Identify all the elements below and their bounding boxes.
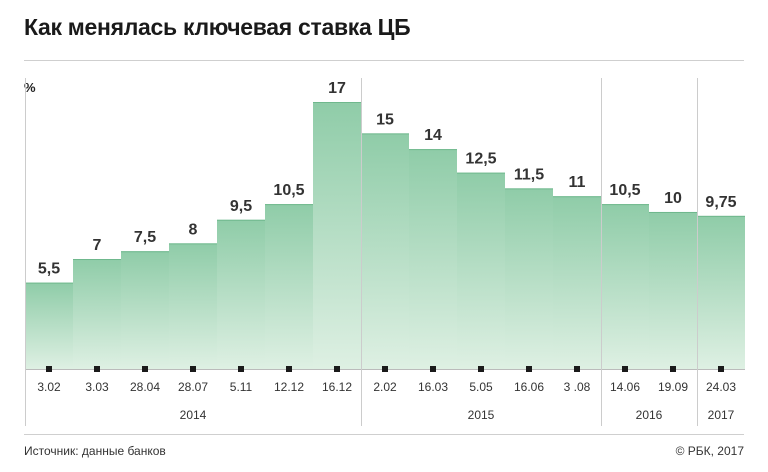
marker-24.03 <box>718 366 724 372</box>
marker-3.03 <box>94 366 100 372</box>
bar-3.03 <box>73 259 121 369</box>
bar-16.06 <box>505 188 553 369</box>
value-label-16.03: 14 <box>424 127 442 144</box>
bar-24.03 <box>697 215 745 369</box>
bar-3.02 <box>25 282 73 369</box>
tick-label-19.09: 19.09 <box>658 380 688 394</box>
tick-label-3.03: 3.03 <box>85 380 109 394</box>
value-label-14.06: 10,5 <box>609 182 640 199</box>
tick-label-16.03: 16.03 <box>418 380 448 394</box>
value-label-16.06: 11,5 <box>514 166 544 183</box>
year-label-2015: 2015 <box>468 408 495 422</box>
source-note: Источник: данные банков <box>24 444 166 458</box>
tick-label-16.12: 16.12 <box>322 380 352 394</box>
bars-layer <box>25 102 745 369</box>
value-label-2.02: 15 <box>376 111 394 128</box>
bar-5.05 <box>457 172 505 369</box>
title-divider <box>24 60 744 61</box>
bar-28.04 <box>121 251 169 369</box>
tick-label-3.02: 3.02 <box>37 380 61 394</box>
bar-14.06 <box>601 204 649 369</box>
year-label-2014: 2014 <box>180 408 207 422</box>
tick-label-16.06: 16.06 <box>514 380 544 394</box>
value-label-5.11: 9,5 <box>230 198 252 215</box>
value-label-16.12: 17 <box>328 80 346 97</box>
marker-16.06 <box>526 366 532 372</box>
bar-5.11 <box>217 219 265 369</box>
point-markers <box>46 366 724 372</box>
copyright-note: © РБК, 2017 <box>675 444 744 458</box>
marker-16.12 <box>334 366 340 372</box>
value-label-28.04: 7,5 <box>134 229 156 246</box>
marker-5.11 <box>238 366 244 372</box>
value-label-3 .08: 11 <box>569 174 586 191</box>
tick-label-28.04: 28.04 <box>130 380 160 394</box>
bar-2.02 <box>361 133 409 369</box>
y-axis-unit-label: % <box>24 80 36 95</box>
bar-16.12 <box>313 102 361 369</box>
tick-label-3 .08: 3 .08 <box>564 380 591 394</box>
bar-12.12 <box>265 204 313 369</box>
date-tick-labels: 3.02 3.03 28.04 28.07 5.11 12.12 16.12 2.02 16.0… <box>37 380 736 394</box>
marker-5.05 <box>478 366 484 372</box>
value-label-5.05: 12,5 <box>465 151 496 168</box>
value-label-12.12: 10,5 <box>273 182 304 199</box>
value-label-19.09: 10 <box>664 190 682 207</box>
year-labels: 2014 2015 2016 2017 <box>180 408 735 422</box>
tick-label-5.11: 5.11 <box>230 380 253 394</box>
key-rate-bar-chart: % 5,5 7 7,5 8 9,5 10,5 17 15 14 12,5 11,5 11 10,5 10 9… <box>24 78 745 426</box>
tick-label-14.06: 14.06 <box>610 380 640 394</box>
value-label-24.03: 9,75 <box>705 194 736 211</box>
value-label-3.02: 5,5 <box>38 261 60 278</box>
footer-divider <box>24 434 744 435</box>
value-labels: 5,5 7 7,5 8 9,5 10,5 17 15 14 12,5 11,5 11 10,5 10 9,7… <box>38 80 737 278</box>
bar-3 .08 <box>553 196 601 369</box>
tick-label-24.03: 24.03 <box>706 380 736 394</box>
marker-14.06 <box>622 366 628 372</box>
marker-28.04 <box>142 366 148 372</box>
tick-label-12.12: 12.12 <box>274 380 304 394</box>
year-label-2017: 2017 <box>708 408 735 422</box>
marker-2.02 <box>382 366 388 372</box>
marker-28.07 <box>190 366 196 372</box>
marker-3 .08 <box>574 366 580 372</box>
bar-19.09 <box>649 211 697 369</box>
marker-12.12 <box>286 366 292 372</box>
tick-label-2.02: 2.02 <box>373 380 397 394</box>
marker-3.02 <box>46 366 52 372</box>
tick-label-28.07: 28.07 <box>178 380 208 394</box>
marker-19.09 <box>670 366 676 372</box>
bar-28.07 <box>169 243 217 369</box>
bar-16.03 <box>409 149 457 369</box>
year-label-2016: 2016 <box>636 408 663 422</box>
tick-label-5.05: 5.05 <box>469 380 493 394</box>
value-label-28.07: 8 <box>189 221 198 238</box>
marker-16.03 <box>430 366 436 372</box>
chart-title: Как менялась ключевая ставка ЦБ <box>24 14 411 40</box>
value-label-3.03: 7 <box>93 237 102 254</box>
